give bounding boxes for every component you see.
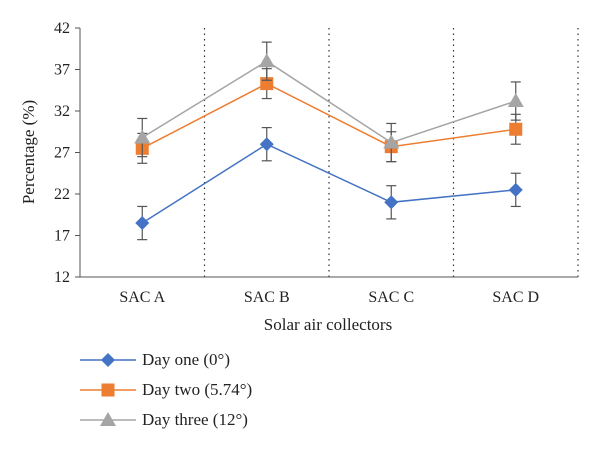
legend: Day one (0°) Day two (5.74°) Day three (… xyxy=(78,345,252,435)
data-point xyxy=(507,93,524,108)
data-point xyxy=(384,195,399,210)
series-line xyxy=(141,82,516,150)
legend-label-2: Day two (5.74°) xyxy=(142,380,253,399)
y-axis-title: Percentage (%) xyxy=(19,100,38,204)
data-point xyxy=(134,129,151,144)
legend-item-2: Day two (5.74°) xyxy=(78,375,252,405)
data-point xyxy=(383,134,400,149)
x-axis-title: Solar air collectors xyxy=(264,315,392,334)
legend-swatch-triangle-icon xyxy=(80,412,136,426)
series-3 xyxy=(134,41,524,163)
x-tick-label: SAC A xyxy=(119,289,165,306)
legend-label-3: Day three (12°) xyxy=(142,410,248,429)
y-tick-label: 12 xyxy=(54,269,70,286)
legend-swatch-diamond-icon xyxy=(80,353,136,367)
legend-marker xyxy=(101,383,115,397)
data-point xyxy=(508,182,523,197)
data-point xyxy=(509,122,523,136)
legend-marker xyxy=(100,412,116,426)
series-layer xyxy=(134,41,524,241)
legend-swatch-square-icon xyxy=(80,383,136,397)
axis-layer: 12 17 22 27 32 37 42 SAC A SAC B SAC C SAC D xyxy=(54,20,578,306)
y-tick-label: 17 xyxy=(54,228,70,245)
y-tick-label: 27 xyxy=(54,145,70,162)
legend-marker xyxy=(101,353,115,367)
x-tick-label: SAC D xyxy=(492,289,539,306)
series-1 xyxy=(135,126,523,241)
legend-item-3: Day three (12°) xyxy=(78,405,252,435)
legend-label-1: Day one (0°) xyxy=(142,350,230,369)
data-point xyxy=(258,53,275,68)
y-tick-label: 22 xyxy=(54,186,70,203)
y-tick-label: 42 xyxy=(54,20,70,37)
x-tick-label: SAC C xyxy=(368,289,414,306)
data-point xyxy=(259,137,274,152)
y-tick-label: 37 xyxy=(54,62,70,79)
legend-item-1: Day one (0°) xyxy=(78,345,252,375)
series-line xyxy=(141,60,516,144)
y-tick-label: 32 xyxy=(54,103,70,120)
data-point xyxy=(135,216,150,231)
series-line xyxy=(141,143,516,224)
x-tick-label: SAC B xyxy=(244,289,290,306)
